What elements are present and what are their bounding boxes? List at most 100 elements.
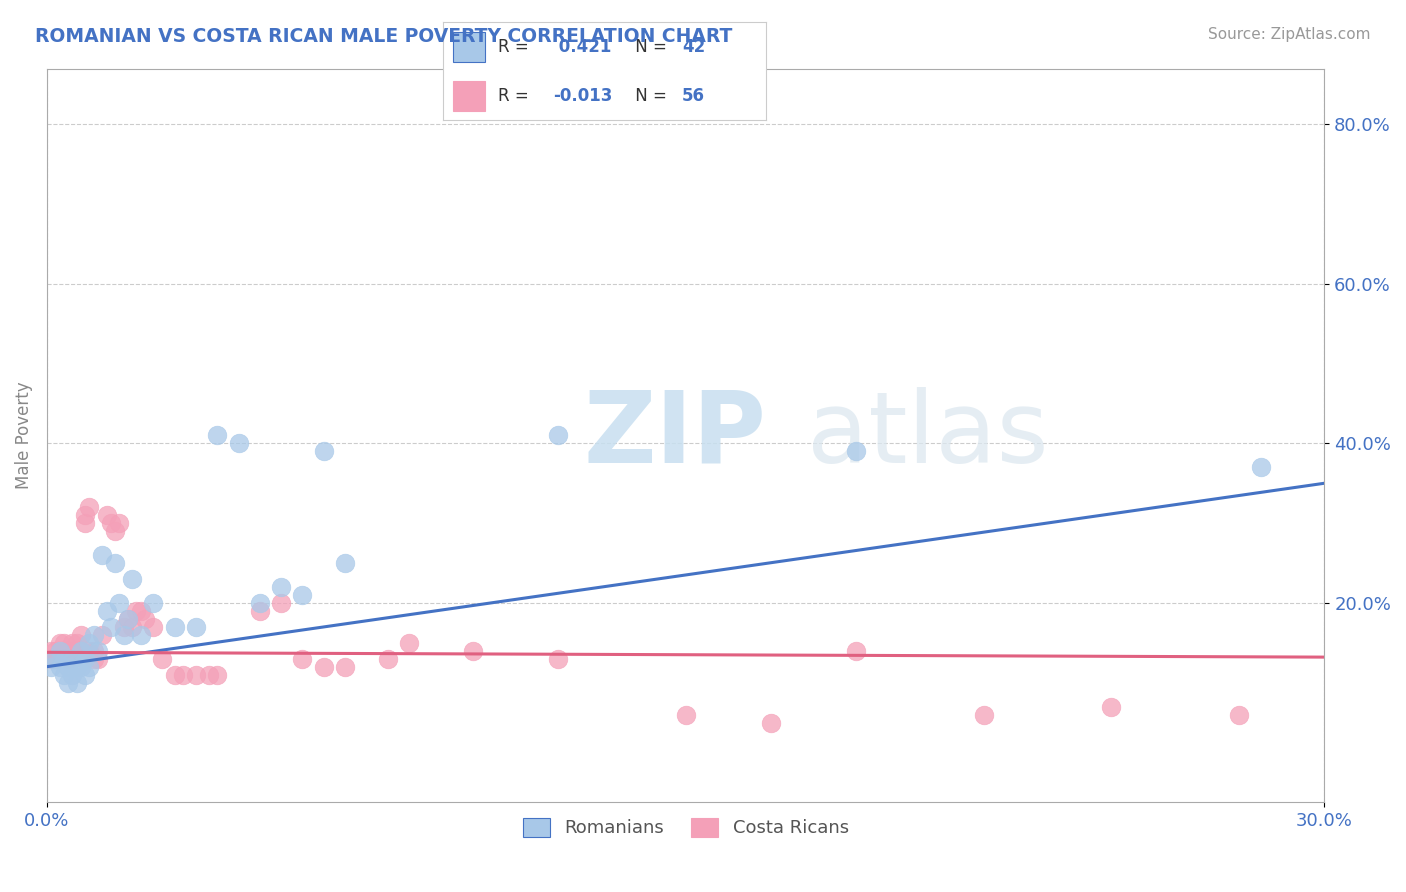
Point [62, 636, 84, 650]
Point [70, 644, 93, 658]
Point [270, 596, 292, 610]
Point [1250, 460, 1272, 475]
Y-axis label: Male Poverty: Male Poverty [15, 382, 32, 489]
Point [163, 620, 186, 634]
Point [398, 636, 420, 650]
Point [96, 508, 118, 523]
Point [75, 651, 97, 665]
Text: 56: 56 [682, 87, 706, 105]
Point [675, 707, 697, 722]
Point [66, 636, 89, 650]
Point [91, 628, 114, 642]
Point [62, 667, 84, 681]
Point [48, 636, 70, 650]
Point [104, 556, 127, 570]
Point [83, 628, 105, 642]
Point [66, 675, 89, 690]
Point [62, 651, 84, 665]
Point [112, 628, 135, 642]
Point [75, 516, 97, 530]
Point [112, 620, 135, 634]
Point [79, 659, 101, 673]
Point [121, 620, 143, 634]
Bar [453, 81, 485, 111]
Point [184, 667, 207, 681]
Point [56, 644, 79, 658]
Point [91, 548, 114, 562]
Point [56, 659, 79, 673]
Point [44, 651, 66, 665]
Text: R =: R = [498, 87, 534, 105]
Text: -0.013: -0.013 [553, 87, 612, 105]
Text: R =: R = [498, 37, 534, 56]
Point [52, 644, 75, 658]
Point [973, 707, 995, 722]
Point [66, 659, 89, 673]
Point [312, 444, 335, 458]
Point [205, 667, 228, 681]
Point [87, 644, 110, 658]
Text: Source: ZipAtlas.com: Source: ZipAtlas.com [1208, 27, 1371, 42]
Point [66, 644, 89, 658]
Point [249, 604, 271, 618]
Point [759, 715, 782, 730]
Point [48, 659, 70, 673]
Point [547, 428, 569, 442]
Point [62, 644, 84, 658]
Point [197, 667, 219, 681]
Point [270, 580, 292, 594]
Point [142, 620, 165, 634]
Point [205, 428, 228, 442]
Point [39, 644, 62, 658]
Point [312, 659, 335, 673]
Text: N =: N = [630, 37, 672, 56]
Point [163, 667, 186, 681]
Point [104, 524, 127, 538]
Point [87, 651, 110, 665]
Point [52, 651, 75, 665]
Point [1227, 707, 1250, 722]
Point [100, 516, 122, 530]
Point [70, 628, 93, 642]
Text: ROMANIAN VS COSTA RICAN MALE POVERTY CORRELATION CHART: ROMANIAN VS COSTA RICAN MALE POVERTY COR… [35, 27, 733, 45]
Point [83, 651, 105, 665]
Point [56, 651, 79, 665]
Text: N =: N = [630, 87, 672, 105]
Text: 0.421: 0.421 [553, 37, 612, 56]
Point [142, 596, 165, 610]
Legend: Romanians, Costa Ricans: Romanians, Costa Ricans [516, 811, 856, 845]
Point [1101, 699, 1123, 714]
Point [134, 612, 156, 626]
Point [845, 444, 868, 458]
Point [75, 667, 97, 681]
Bar [453, 32, 485, 62]
Text: atlas: atlas [807, 387, 1049, 483]
Point [377, 651, 399, 665]
Point [333, 659, 356, 673]
Point [39, 651, 62, 665]
Point [79, 500, 101, 515]
Point [291, 651, 314, 665]
Point [150, 651, 173, 665]
Point [172, 667, 194, 681]
Point [83, 644, 105, 658]
Point [44, 651, 66, 665]
Point [129, 628, 152, 642]
Point [845, 644, 868, 658]
Point [291, 588, 314, 602]
Point [70, 644, 93, 658]
Point [129, 604, 152, 618]
Point [117, 612, 139, 626]
Point [79, 644, 101, 658]
Point [70, 659, 93, 673]
Point [48, 644, 70, 658]
Point [108, 596, 131, 610]
Text: 42: 42 [682, 37, 706, 56]
Point [249, 596, 271, 610]
Point [228, 436, 250, 450]
Point [461, 644, 484, 658]
Point [100, 620, 122, 634]
Point [48, 644, 70, 658]
Point [44, 644, 66, 658]
Point [56, 675, 79, 690]
